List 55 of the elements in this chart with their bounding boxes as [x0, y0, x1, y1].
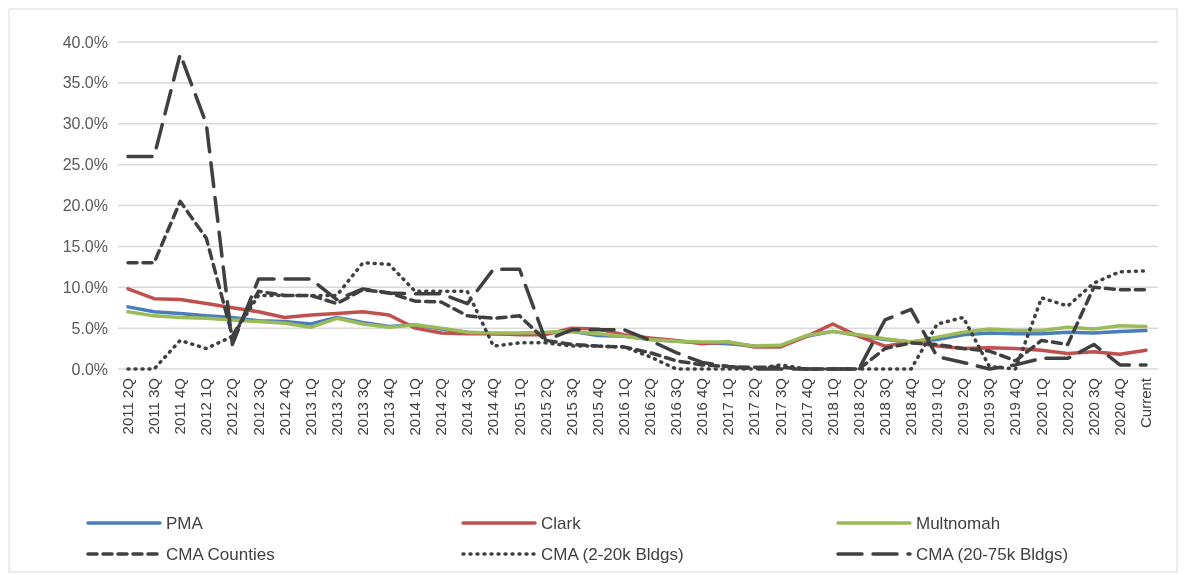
x-tick-label: 2020 2Q [1058, 378, 1076, 436]
x-tick-label: 2016 2Q [641, 378, 659, 436]
y-tick-label: 20.0% [62, 197, 108, 215]
x-tick-label: 2018 1Q [823, 378, 841, 436]
x-tick-label: 2013 4Q [380, 378, 398, 436]
y-tick-label: 25.0% [62, 156, 108, 174]
x-tick-label: 2013 1Q [301, 378, 319, 436]
x-tick-label: 2020 1Q [1032, 378, 1050, 436]
x-tick-label: 2018 3Q [875, 378, 893, 436]
x-tick-label: 2014 3Q [458, 378, 476, 436]
x-tick-label: 2011 2Q [119, 378, 136, 435]
x-tick-label: 2015 2Q [536, 378, 554, 436]
x-tick-label: 2012 4Q [275, 378, 293, 436]
x-tick-label: 2013 3Q [353, 378, 371, 436]
x-tick-label: 2018 4Q [902, 378, 920, 436]
x-tick-label: 2018 2Q [849, 378, 867, 436]
x-tick-label: 2012 3Q [249, 378, 267, 436]
x-tick-label: 2020 3Q [1084, 378, 1102, 436]
legend-label: Multnomah [916, 513, 1001, 533]
x-tick-label: 2016 1Q [614, 378, 632, 436]
x-tick-label: 2014 4Q [484, 378, 502, 436]
y-tick-label: 10.0% [62, 278, 108, 296]
y-tick-label: 35.0% [62, 74, 108, 92]
x-tick-label: Current [1137, 377, 1154, 429]
x-tick-label: 2016 4Q [693, 378, 711, 436]
x-tick-label: 2012 2Q [223, 378, 241, 436]
x-tick-label: 2016 3Q [667, 378, 685, 436]
x-tick-label: 2017 1Q [719, 378, 737, 436]
x-tick-label: 2012 1Q [197, 378, 215, 436]
x-tick-label: 2019 4Q [1006, 378, 1024, 436]
x-tick-label: 2020 4Q [1110, 378, 1128, 436]
x-tick-label: 2015 3Q [562, 378, 580, 436]
x-tick-label: 2019 2Q [954, 378, 972, 436]
legend-label: CMA Counties [166, 544, 275, 564]
x-tick-label: 2017 3Q [771, 378, 789, 436]
y-tick-label: 0.0% [71, 360, 108, 378]
x-tick-label: 2011 4Q [171, 378, 189, 435]
y-tick-label: 15.0% [62, 237, 108, 255]
x-tick-label: 2015 1Q [510, 378, 528, 436]
x-tick-label: 2015 4Q [588, 378, 606, 436]
x-tick-label: 2019 1Q [928, 378, 946, 436]
x-tick-label: 2017 4Q [797, 378, 815, 436]
y-tick-label: 40.0% [62, 33, 108, 51]
x-tick-label: 2013 2Q [327, 378, 345, 436]
y-tick-label: 5.0% [71, 319, 108, 337]
x-tick-label: 2017 2Q [745, 378, 763, 436]
x-tick-label: 2019 3Q [980, 378, 998, 436]
x-tick-label: 2014 2Q [432, 378, 450, 436]
x-tick-label: 2011 3Q [145, 378, 163, 435]
x-tick-label: 2014 1Q [406, 378, 424, 436]
legend-label: CMA (2-20k Bldgs) [541, 544, 684, 564]
y-tick-label: 30.0% [62, 115, 108, 133]
legend-label: Clark [541, 513, 582, 533]
legend-label: CMA (20-75k Bldgs) [916, 544, 1069, 564]
legend-label: PMA [166, 513, 204, 533]
